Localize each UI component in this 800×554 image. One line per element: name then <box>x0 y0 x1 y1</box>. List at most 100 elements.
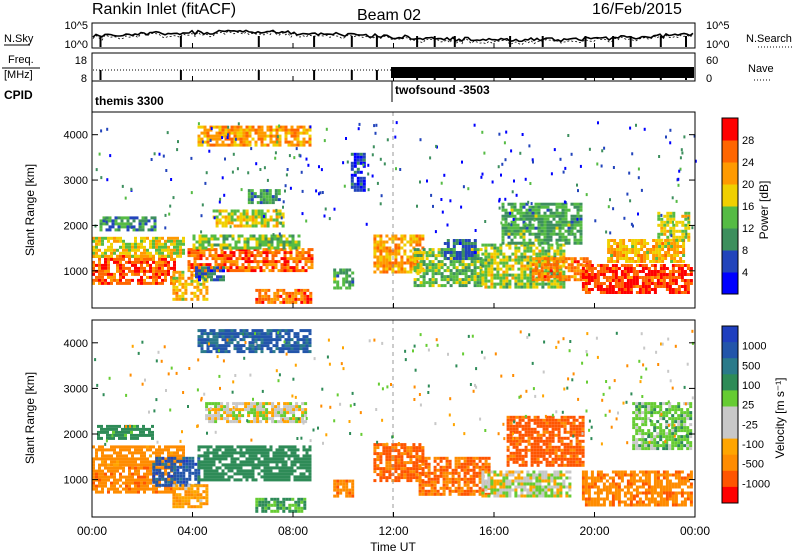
power-cell <box>428 251 432 255</box>
power-cell <box>537 232 541 236</box>
power-cell <box>602 291 606 294</box>
power-cell <box>134 236 137 240</box>
velocity-cell <box>152 474 156 478</box>
power-cell <box>573 202 577 206</box>
power-cell <box>470 275 474 279</box>
velocity-cell <box>128 451 131 455</box>
velocity-cell <box>128 448 131 452</box>
power-cell <box>640 239 644 242</box>
power-cell <box>470 260 474 264</box>
freq-spike <box>685 70 687 80</box>
velocity-cell <box>266 466 270 470</box>
power-colorbar-tick: 8 <box>742 245 748 257</box>
power-cell <box>547 285 551 289</box>
power-cell <box>101 251 104 255</box>
velocity-cell <box>173 481 176 485</box>
velocity-cell <box>242 445 246 449</box>
velocity-cell <box>266 335 270 339</box>
velocity-cell <box>269 457 273 461</box>
power-cell <box>504 229 508 233</box>
velocity-cell <box>299 472 303 476</box>
power-cell <box>543 260 547 264</box>
power-cell <box>184 279 188 283</box>
velocity-cell <box>263 469 267 473</box>
power-cell <box>412 234 416 238</box>
power-cell <box>223 263 227 267</box>
velocity-cell <box>175 499 179 503</box>
power-scatter-cell <box>509 211 512 215</box>
velocity-cell <box>289 408 293 412</box>
velocity-cell <box>133 424 136 428</box>
power-cell <box>552 263 556 267</box>
velocity-cell <box>161 474 165 478</box>
power-cell <box>479 260 483 264</box>
power-cell <box>686 279 690 282</box>
power-cell <box>233 128 237 132</box>
power-cell <box>125 266 128 270</box>
power-scatter-cell <box>637 176 640 180</box>
power-cell <box>513 229 517 233</box>
power-cell <box>196 294 200 298</box>
power-cell <box>262 189 266 193</box>
velocity-cell <box>122 445 125 449</box>
power-cell <box>149 257 152 261</box>
power-cell <box>528 226 532 230</box>
velocity-cell <box>133 436 136 440</box>
power-cell <box>247 192 251 196</box>
power-cell <box>201 240 205 244</box>
power-cell <box>476 254 480 258</box>
power-cell <box>282 291 286 295</box>
power-cell <box>660 232 664 236</box>
power-cell <box>254 212 258 216</box>
velocity-cell <box>203 454 207 458</box>
velocity-cell <box>119 463 122 467</box>
velocity-cell <box>176 468 180 472</box>
power-cell <box>196 288 200 292</box>
velocity-cell <box>247 411 251 415</box>
power-cell <box>544 255 548 259</box>
velocity-cell <box>155 456 159 460</box>
velocity-cell <box>170 483 174 487</box>
power-cell <box>373 261 377 265</box>
velocity-cell <box>212 344 216 348</box>
power-cell <box>373 255 377 259</box>
power-cell <box>573 260 577 264</box>
power-cell <box>508 285 512 289</box>
power-cell <box>307 251 311 255</box>
velocity-cell <box>182 456 186 460</box>
velocity-cell <box>107 448 110 452</box>
power-cell <box>261 234 265 238</box>
power-cell <box>668 288 672 291</box>
power-cell <box>558 257 562 261</box>
power-cell <box>233 218 237 222</box>
velocity-cell <box>250 408 254 412</box>
power-scatter-cell <box>507 222 510 226</box>
power-cell <box>449 263 453 267</box>
velocity-cell <box>182 462 186 466</box>
power-cell <box>149 254 152 258</box>
power-cell <box>92 278 95 282</box>
power-cell <box>292 257 296 261</box>
power-cell <box>295 251 299 255</box>
power-cell <box>564 217 568 221</box>
velocity-cell <box>182 459 186 463</box>
power-cell <box>671 273 675 276</box>
power-cell <box>267 243 271 247</box>
power-cell <box>268 192 272 196</box>
power-cell <box>675 220 679 224</box>
power-cell <box>210 278 213 282</box>
freq-right-tick-bottom: 0 <box>706 73 712 85</box>
velocity-cell <box>170 487 173 491</box>
velocity-cell <box>281 335 285 339</box>
power-cell <box>505 258 509 262</box>
power-cell <box>617 282 621 285</box>
power-cell <box>403 237 407 241</box>
velocity-cell <box>158 454 161 458</box>
power-cell <box>206 128 210 132</box>
power-cell <box>631 248 635 251</box>
power-cell <box>394 264 398 268</box>
velocity-cell <box>266 472 270 476</box>
power-cell <box>351 277 355 281</box>
power-cell <box>208 254 212 258</box>
power-cell <box>564 205 568 209</box>
